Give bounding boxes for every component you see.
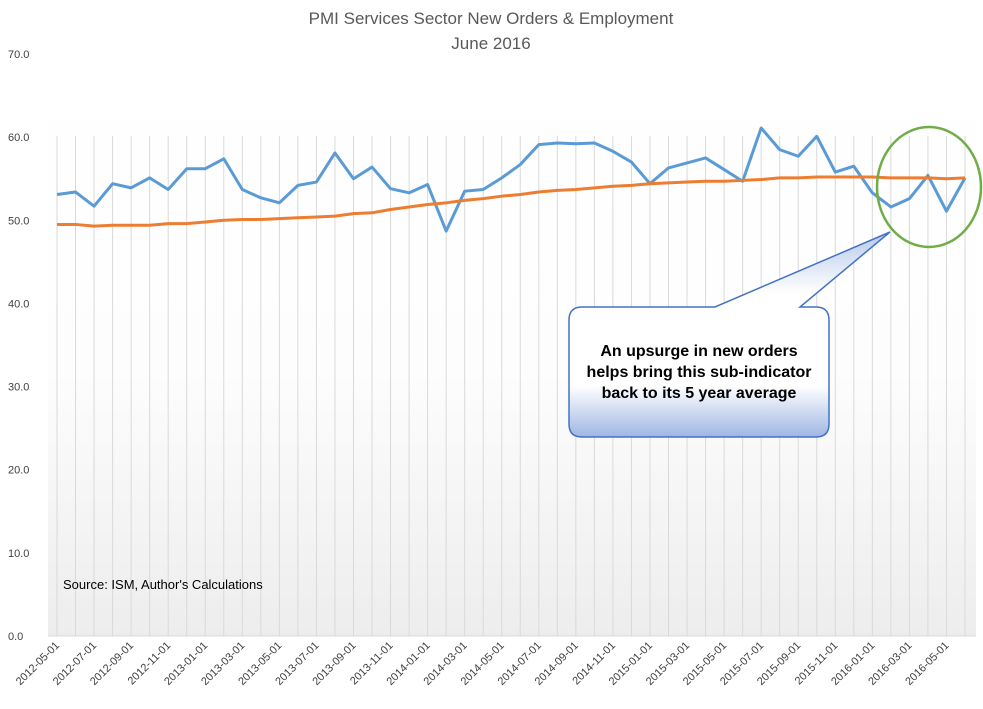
chart-subtitle: June 2016 bbox=[451, 34, 530, 53]
y-tick-label: 60.0 bbox=[8, 132, 29, 144]
y-tick-label: 70.0 bbox=[8, 49, 29, 61]
series-line-1 bbox=[57, 175, 966, 228]
y-tick-label: 20.0 bbox=[8, 465, 29, 477]
y-tick-label: 50.0 bbox=[8, 215, 29, 227]
y-tick-label: 40.0 bbox=[8, 298, 29, 310]
y-tick-label: 0.0 bbox=[8, 631, 23, 643]
callout-text: An upsurge in new orders helps bring thi… bbox=[586, 342, 812, 402]
chart-title: PMI Services Sector New Orders & Employm… bbox=[309, 9, 674, 28]
y-tick-label: 10.0 bbox=[8, 548, 29, 560]
series-line-0 bbox=[56, 126, 967, 233]
y-tick-label: 30.0 bbox=[8, 382, 29, 394]
callout-shape bbox=[568, 231, 891, 438]
highlight-ellipse bbox=[875, 125, 983, 249]
source-note: Source: ISM, Author's Calculations bbox=[63, 577, 263, 592]
